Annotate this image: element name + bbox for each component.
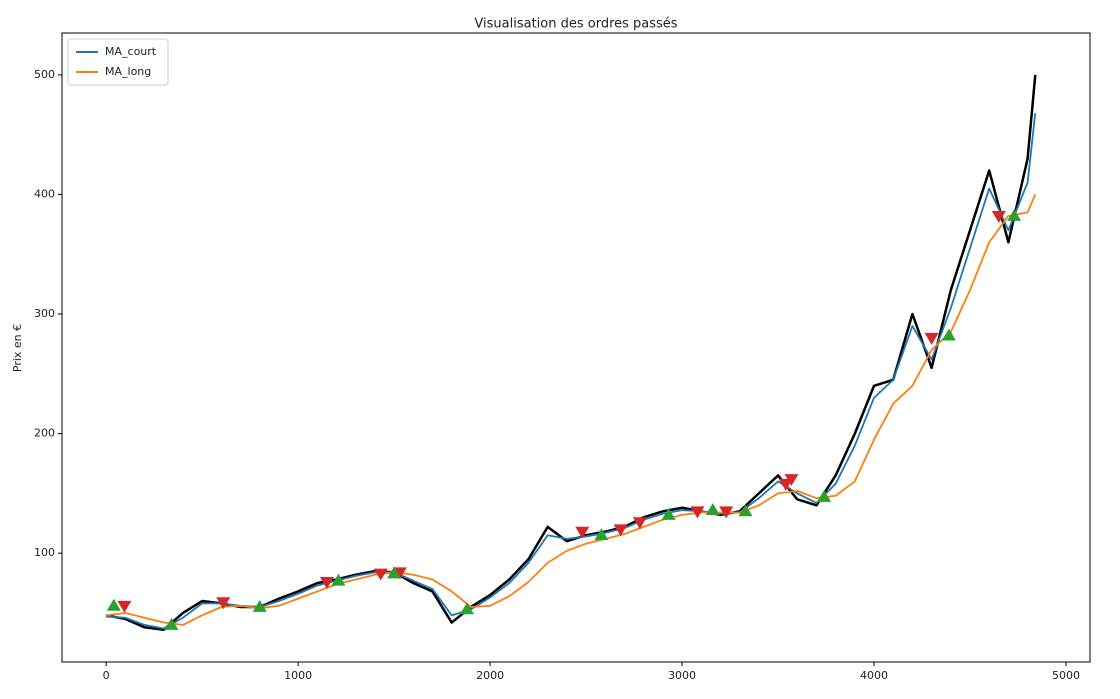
x-tick-label: 5000 [1052,669,1080,682]
sell-marker [632,517,647,530]
sell-marker [575,526,590,539]
x-tick-label: 3000 [668,669,696,682]
y-tick-label: 500 [34,68,55,81]
sell-marker [690,506,705,519]
y-tick-label: 200 [34,427,55,440]
buy-marker [661,507,676,520]
buy-marker [331,573,346,586]
buy-marker [738,504,753,517]
sell-marker [991,211,1006,223]
y-tick-label: 400 [34,187,55,200]
sell-marker [373,568,388,581]
buy-marker [164,617,179,630]
buy-marker [817,489,832,502]
buy-marker [1007,208,1022,221]
line-series [105,74,1037,631]
sell-marker [784,474,799,487]
line-series [106,113,1037,630]
buy-marker [252,599,267,612]
x-tick-label: 0 [103,669,110,682]
buy-marker [594,528,609,541]
y-axis-label: Prix en € [11,324,24,372]
sell-marker [719,506,734,519]
sell-marker [319,576,334,589]
sell-marker [216,597,231,610]
chart-title: Visualisation des ordres passés [474,17,677,32]
sell-marker [613,524,628,537]
sell-marker [924,333,939,345]
x-tick-label: 2000 [476,669,504,682]
buy-marker [705,503,720,516]
legend-label: MA_long [105,65,151,78]
sell-marker [117,600,132,613]
line-series [106,194,1037,626]
buy-marker [460,602,475,615]
x-tick-label: 1000 [284,669,312,682]
y-tick-label: 100 [34,546,55,559]
buy-marker [387,566,402,579]
y-tick-label: 300 [34,307,55,320]
buy-marker [941,328,956,341]
plot-area [105,74,1037,631]
legend-label: MA_court [105,45,157,58]
buy-marker [106,598,121,611]
legend-box [67,38,169,86]
plot-frame [61,32,1091,663]
x-tick-label: 4000 [860,669,888,682]
